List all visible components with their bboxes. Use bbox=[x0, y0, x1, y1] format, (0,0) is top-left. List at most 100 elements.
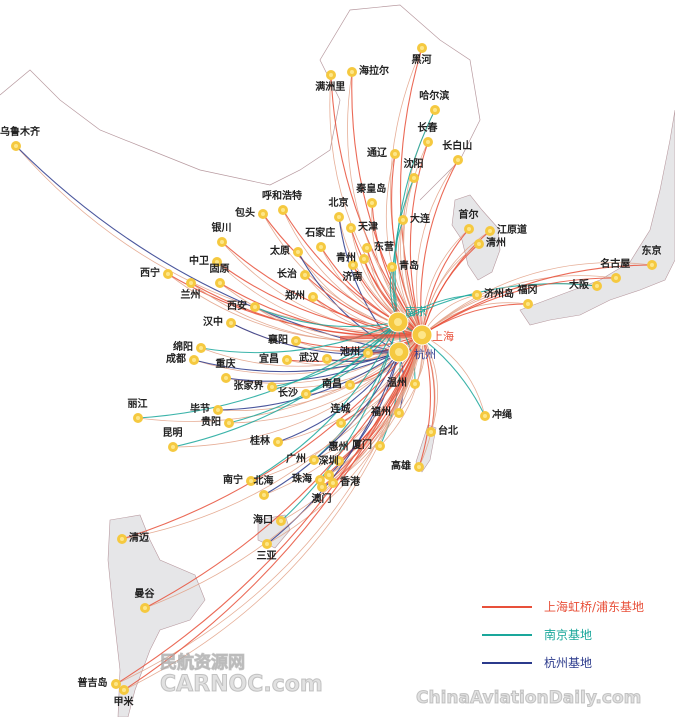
city-label: 名古屋 bbox=[600, 259, 631, 270]
city-label: 武汉 bbox=[299, 353, 319, 364]
city-label: 秦皇岛 bbox=[356, 184, 387, 195]
city-dot-center bbox=[276, 440, 280, 444]
route-line bbox=[200, 321, 399, 354]
city-label: 郑州 bbox=[285, 291, 305, 302]
route-line bbox=[277, 351, 400, 443]
city-label: 三亚 bbox=[256, 551, 277, 562]
legend-label: 杭州基地 bbox=[544, 656, 593, 670]
city-dot-center bbox=[294, 339, 298, 343]
route-line bbox=[397, 219, 423, 336]
city-dot-center bbox=[325, 357, 329, 361]
korea-shape bbox=[451, 194, 501, 281]
route-line bbox=[295, 334, 423, 349]
hub-label-hangzhou: 杭州 bbox=[414, 348, 436, 361]
hub-dot-center bbox=[418, 331, 426, 339]
city-dot-center bbox=[303, 273, 307, 277]
city-label: 澳门 bbox=[311, 494, 332, 505]
route-line bbox=[250, 321, 399, 482]
city-dot-center bbox=[420, 46, 424, 50]
city-dot-center bbox=[229, 321, 233, 325]
city-dot-center bbox=[192, 358, 196, 362]
route-line bbox=[271, 321, 399, 388]
city-label: 固原 bbox=[209, 264, 230, 275]
city-label: 海拉尔 bbox=[359, 66, 389, 77]
route-line bbox=[397, 321, 486, 417]
city-dot-center bbox=[348, 383, 352, 387]
city-dot-center bbox=[218, 281, 222, 285]
route-line bbox=[329, 74, 423, 336]
hub-dot-center bbox=[395, 348, 403, 356]
city-label: 首尔 bbox=[458, 210, 479, 221]
route-line bbox=[352, 264, 423, 336]
city-label: 长沙 bbox=[278, 388, 298, 399]
route-line bbox=[421, 264, 653, 336]
city-dot-center bbox=[650, 263, 654, 267]
city-dot-center bbox=[339, 421, 343, 425]
route-line bbox=[366, 247, 423, 336]
city-dot-center bbox=[224, 376, 228, 380]
city-dot-center bbox=[393, 152, 397, 156]
city-dot-center bbox=[296, 250, 300, 254]
city-dot-center bbox=[189, 281, 193, 285]
route-line bbox=[321, 334, 423, 488]
route-line bbox=[400, 177, 423, 336]
city-dot-center bbox=[279, 519, 283, 523]
watermark-chinaaviationdaily: ChinaAviationDaily.com bbox=[415, 688, 642, 709]
legend-label: 南京基地 bbox=[544, 628, 593, 642]
legend-label: 上海虹桥/浦东基地 bbox=[544, 600, 645, 614]
route-line bbox=[403, 141, 429, 336]
city-label: 青岛 bbox=[399, 261, 419, 272]
city-label: 厦门 bbox=[352, 440, 372, 451]
route-line bbox=[332, 334, 423, 484]
city-label: 长治 bbox=[277, 269, 297, 280]
route-line bbox=[421, 275, 617, 336]
city-label: 大连 bbox=[410, 214, 430, 225]
city-dot-center bbox=[215, 260, 219, 264]
thailand-shape bbox=[107, 514, 206, 717]
city-label: 南宁 bbox=[223, 475, 243, 486]
city-dot-center bbox=[370, 201, 374, 205]
city-label: 襄阳 bbox=[268, 335, 288, 346]
route-line bbox=[263, 351, 400, 496]
city-label: 宜昌 bbox=[259, 354, 279, 365]
route-line bbox=[172, 321, 399, 448]
city-label: 乌鲁木齐 bbox=[0, 127, 40, 138]
route-line bbox=[15, 145, 423, 336]
city-dot-center bbox=[166, 272, 170, 276]
city-label: 江原道 bbox=[497, 225, 527, 236]
city-dots bbox=[11, 43, 657, 695]
city-label: 汉中 bbox=[203, 317, 223, 328]
city-label: 东京 bbox=[641, 246, 662, 257]
city-dot-center bbox=[143, 606, 147, 610]
city-dot-center bbox=[483, 414, 487, 418]
city-label: 济州岛 bbox=[484, 289, 514, 300]
hub-label-nanjing: 南京 bbox=[405, 305, 427, 318]
route-line bbox=[313, 321, 399, 461]
city-dot-center bbox=[319, 245, 323, 249]
city-dot-center bbox=[304, 392, 308, 396]
city-label: 绵阳 bbox=[173, 342, 193, 353]
watermark-carnoc-cn: 民航资源网 bbox=[160, 653, 246, 674]
route-line bbox=[115, 334, 423, 685]
city-label: 长春 bbox=[417, 123, 438, 134]
city-dot-center bbox=[390, 265, 394, 269]
city-label: 通辽 bbox=[367, 148, 387, 159]
city-label: 满洲里 bbox=[315, 82, 346, 93]
city-label: 兰州 bbox=[180, 290, 201, 301]
route-line bbox=[254, 306, 399, 328]
city-label: 广州 bbox=[286, 454, 306, 465]
japan-shape bbox=[519, 109, 675, 326]
route-bundle-shanghai bbox=[339, 333, 423, 340]
route-line bbox=[137, 334, 423, 422]
city-label: 甲米 bbox=[113, 697, 134, 708]
route-line bbox=[297, 251, 400, 353]
city-dot-center bbox=[270, 385, 274, 389]
city-dot-center bbox=[320, 485, 324, 489]
city-label: 毕节 bbox=[190, 404, 210, 415]
route-line bbox=[421, 262, 653, 336]
city-dot-center bbox=[227, 421, 231, 425]
city-dot-center bbox=[327, 473, 331, 477]
route-line bbox=[217, 351, 400, 411]
city-dot-center bbox=[412, 176, 416, 180]
